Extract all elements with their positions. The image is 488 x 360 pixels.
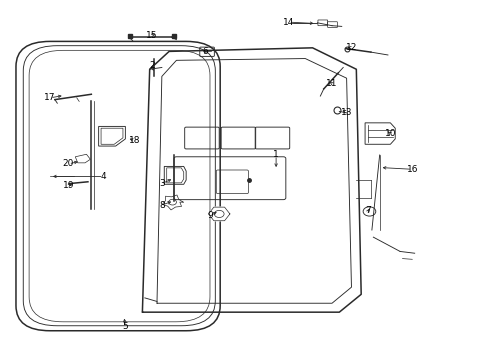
Text: 4: 4 <box>101 172 106 181</box>
Text: 2: 2 <box>149 61 155 70</box>
Text: 1: 1 <box>273 150 279 159</box>
Text: 15: 15 <box>146 31 158 40</box>
Text: 14: 14 <box>282 18 293 27</box>
Polygon shape <box>208 207 229 221</box>
Text: 12: 12 <box>345 43 356 52</box>
Text: 8: 8 <box>159 201 164 210</box>
Text: 18: 18 <box>129 136 141 145</box>
Text: 6: 6 <box>203 47 208 56</box>
Text: 20: 20 <box>62 159 74 168</box>
Text: 19: 19 <box>62 181 74 190</box>
Text: 3: 3 <box>159 179 164 188</box>
Text: 17: 17 <box>44 93 56 102</box>
Text: 13: 13 <box>340 108 352 117</box>
Text: 11: 11 <box>325 79 337 88</box>
Text: 9: 9 <box>207 211 213 220</box>
Text: 7: 7 <box>365 206 370 215</box>
Text: 16: 16 <box>406 165 417 174</box>
Text: 10: 10 <box>384 129 395 138</box>
Text: 5: 5 <box>122 322 128 331</box>
